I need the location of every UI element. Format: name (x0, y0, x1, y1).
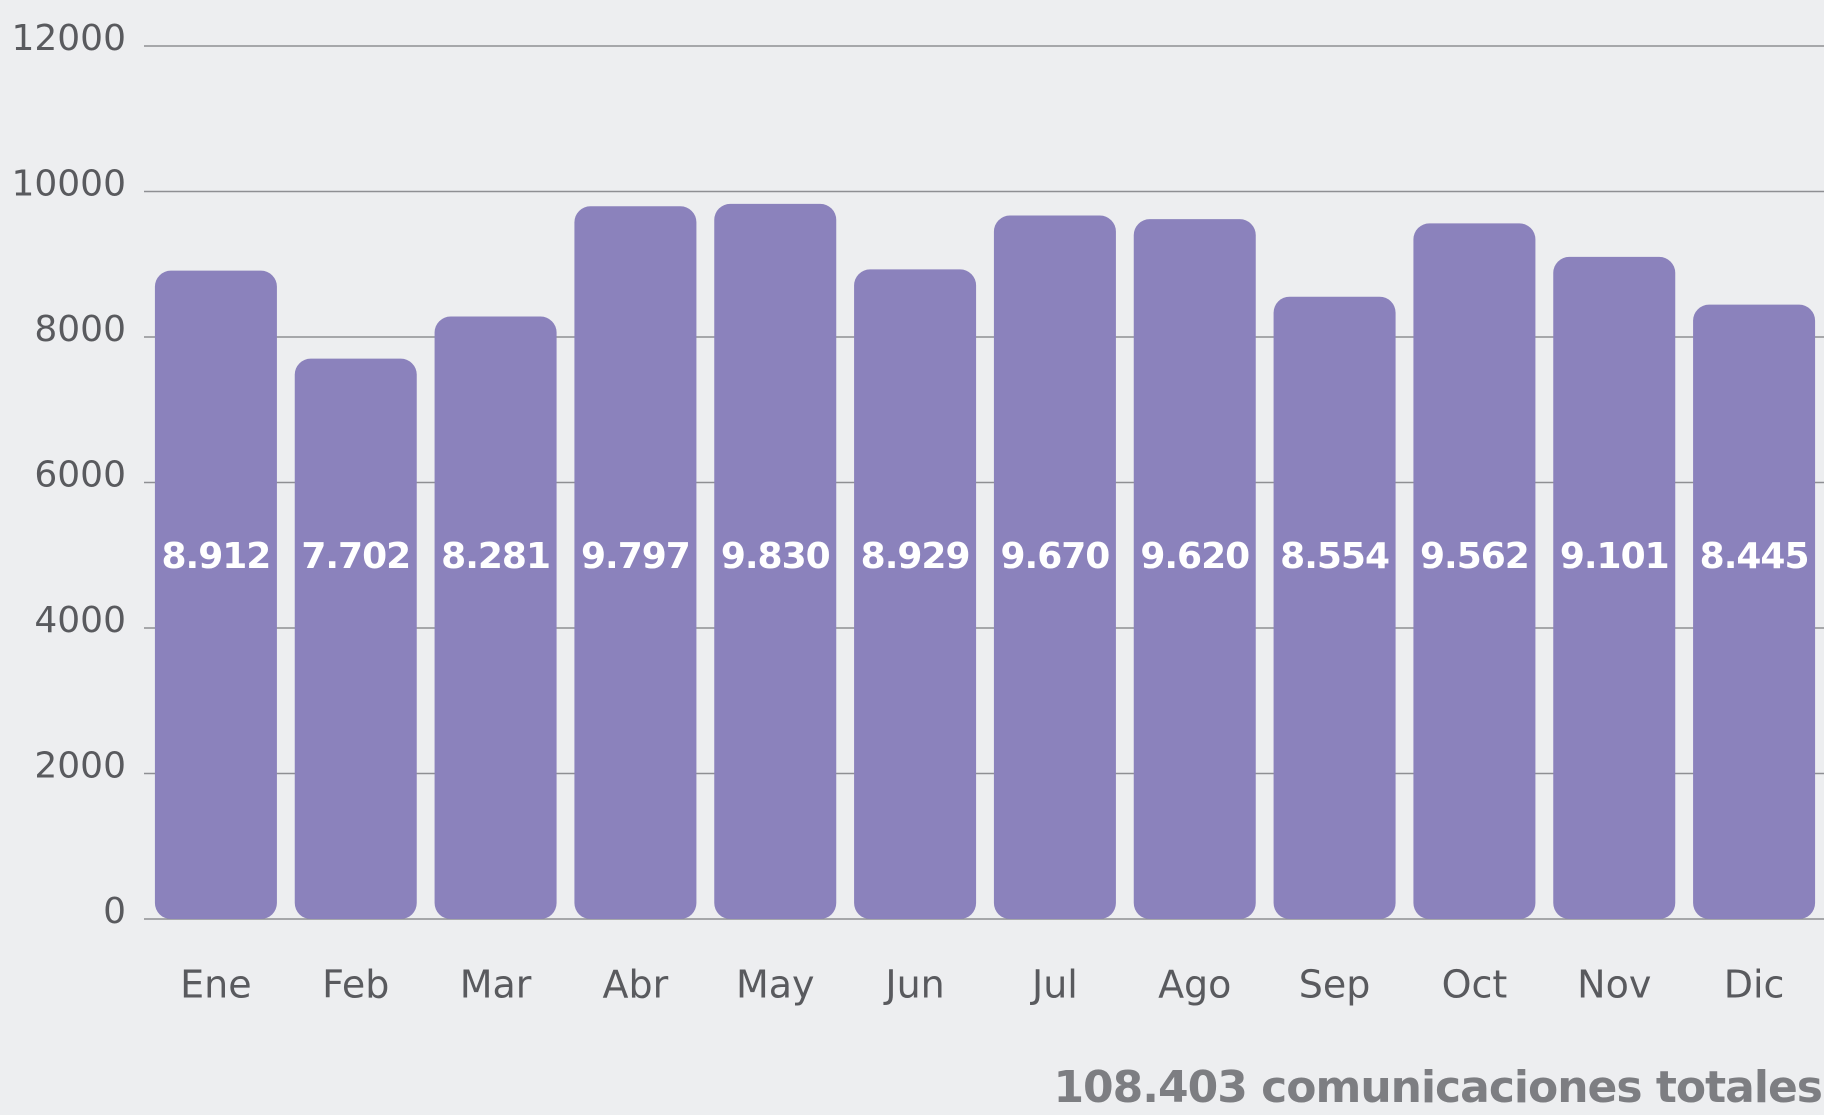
value-label: 9.797 (581, 536, 690, 577)
value-label: 9.670 (1000, 536, 1109, 577)
x-tick-label: Oct (1442, 963, 1508, 1007)
value-label: 9.620 (1140, 536, 1249, 577)
x-tick-label: Abr (603, 963, 669, 1007)
bar (854, 269, 977, 919)
value-label: 8.445 (1700, 536, 1809, 577)
y-tick-label: 10000 (11, 164, 126, 205)
x-tick-label: May (736, 963, 815, 1007)
value-label: 7.702 (301, 536, 410, 577)
value-label: 9.101 (1560, 536, 1669, 577)
value-label: 8.281 (441, 536, 550, 577)
value-label: 8.912 (161, 536, 270, 577)
bar (993, 215, 1116, 919)
x-tick-label: Ago (1158, 963, 1231, 1007)
bar (1553, 256, 1676, 920)
bar (294, 358, 417, 919)
y-tick-label: 6000 (34, 455, 126, 496)
y-tick-label: 12000 (11, 18, 126, 59)
x-tick-label: Sep (1299, 963, 1371, 1007)
y-tick-label: 2000 (34, 746, 126, 787)
value-label: 8.929 (861, 536, 970, 577)
bar (1413, 223, 1536, 919)
y-tick-label: 0 (103, 891, 126, 932)
y-tick-label: 4000 (34, 600, 126, 641)
value-label: 9.830 (721, 536, 830, 577)
bar (714, 203, 837, 919)
value-label: 9.562 (1420, 536, 1529, 577)
x-tick-label: Dic (1724, 963, 1785, 1007)
x-tick-label: Jun (883, 963, 944, 1007)
bar (574, 206, 697, 919)
bar (434, 316, 557, 919)
value-label: 8.554 (1280, 536, 1389, 577)
x-tick-label: Feb (322, 963, 389, 1007)
y-tick-label: 8000 (34, 309, 126, 350)
total-annotation: 108.403 comunicaciones totales (1053, 1062, 1822, 1113)
x-tick-label: Mar (460, 963, 532, 1007)
x-tick-label: Jul (1030, 963, 1078, 1007)
bar (1273, 296, 1396, 919)
bar (1133, 219, 1256, 919)
x-tick-label: Nov (1577, 963, 1651, 1007)
bar (154, 270, 277, 920)
x-tick-label: Ene (180, 963, 251, 1007)
bar (1693, 304, 1816, 920)
